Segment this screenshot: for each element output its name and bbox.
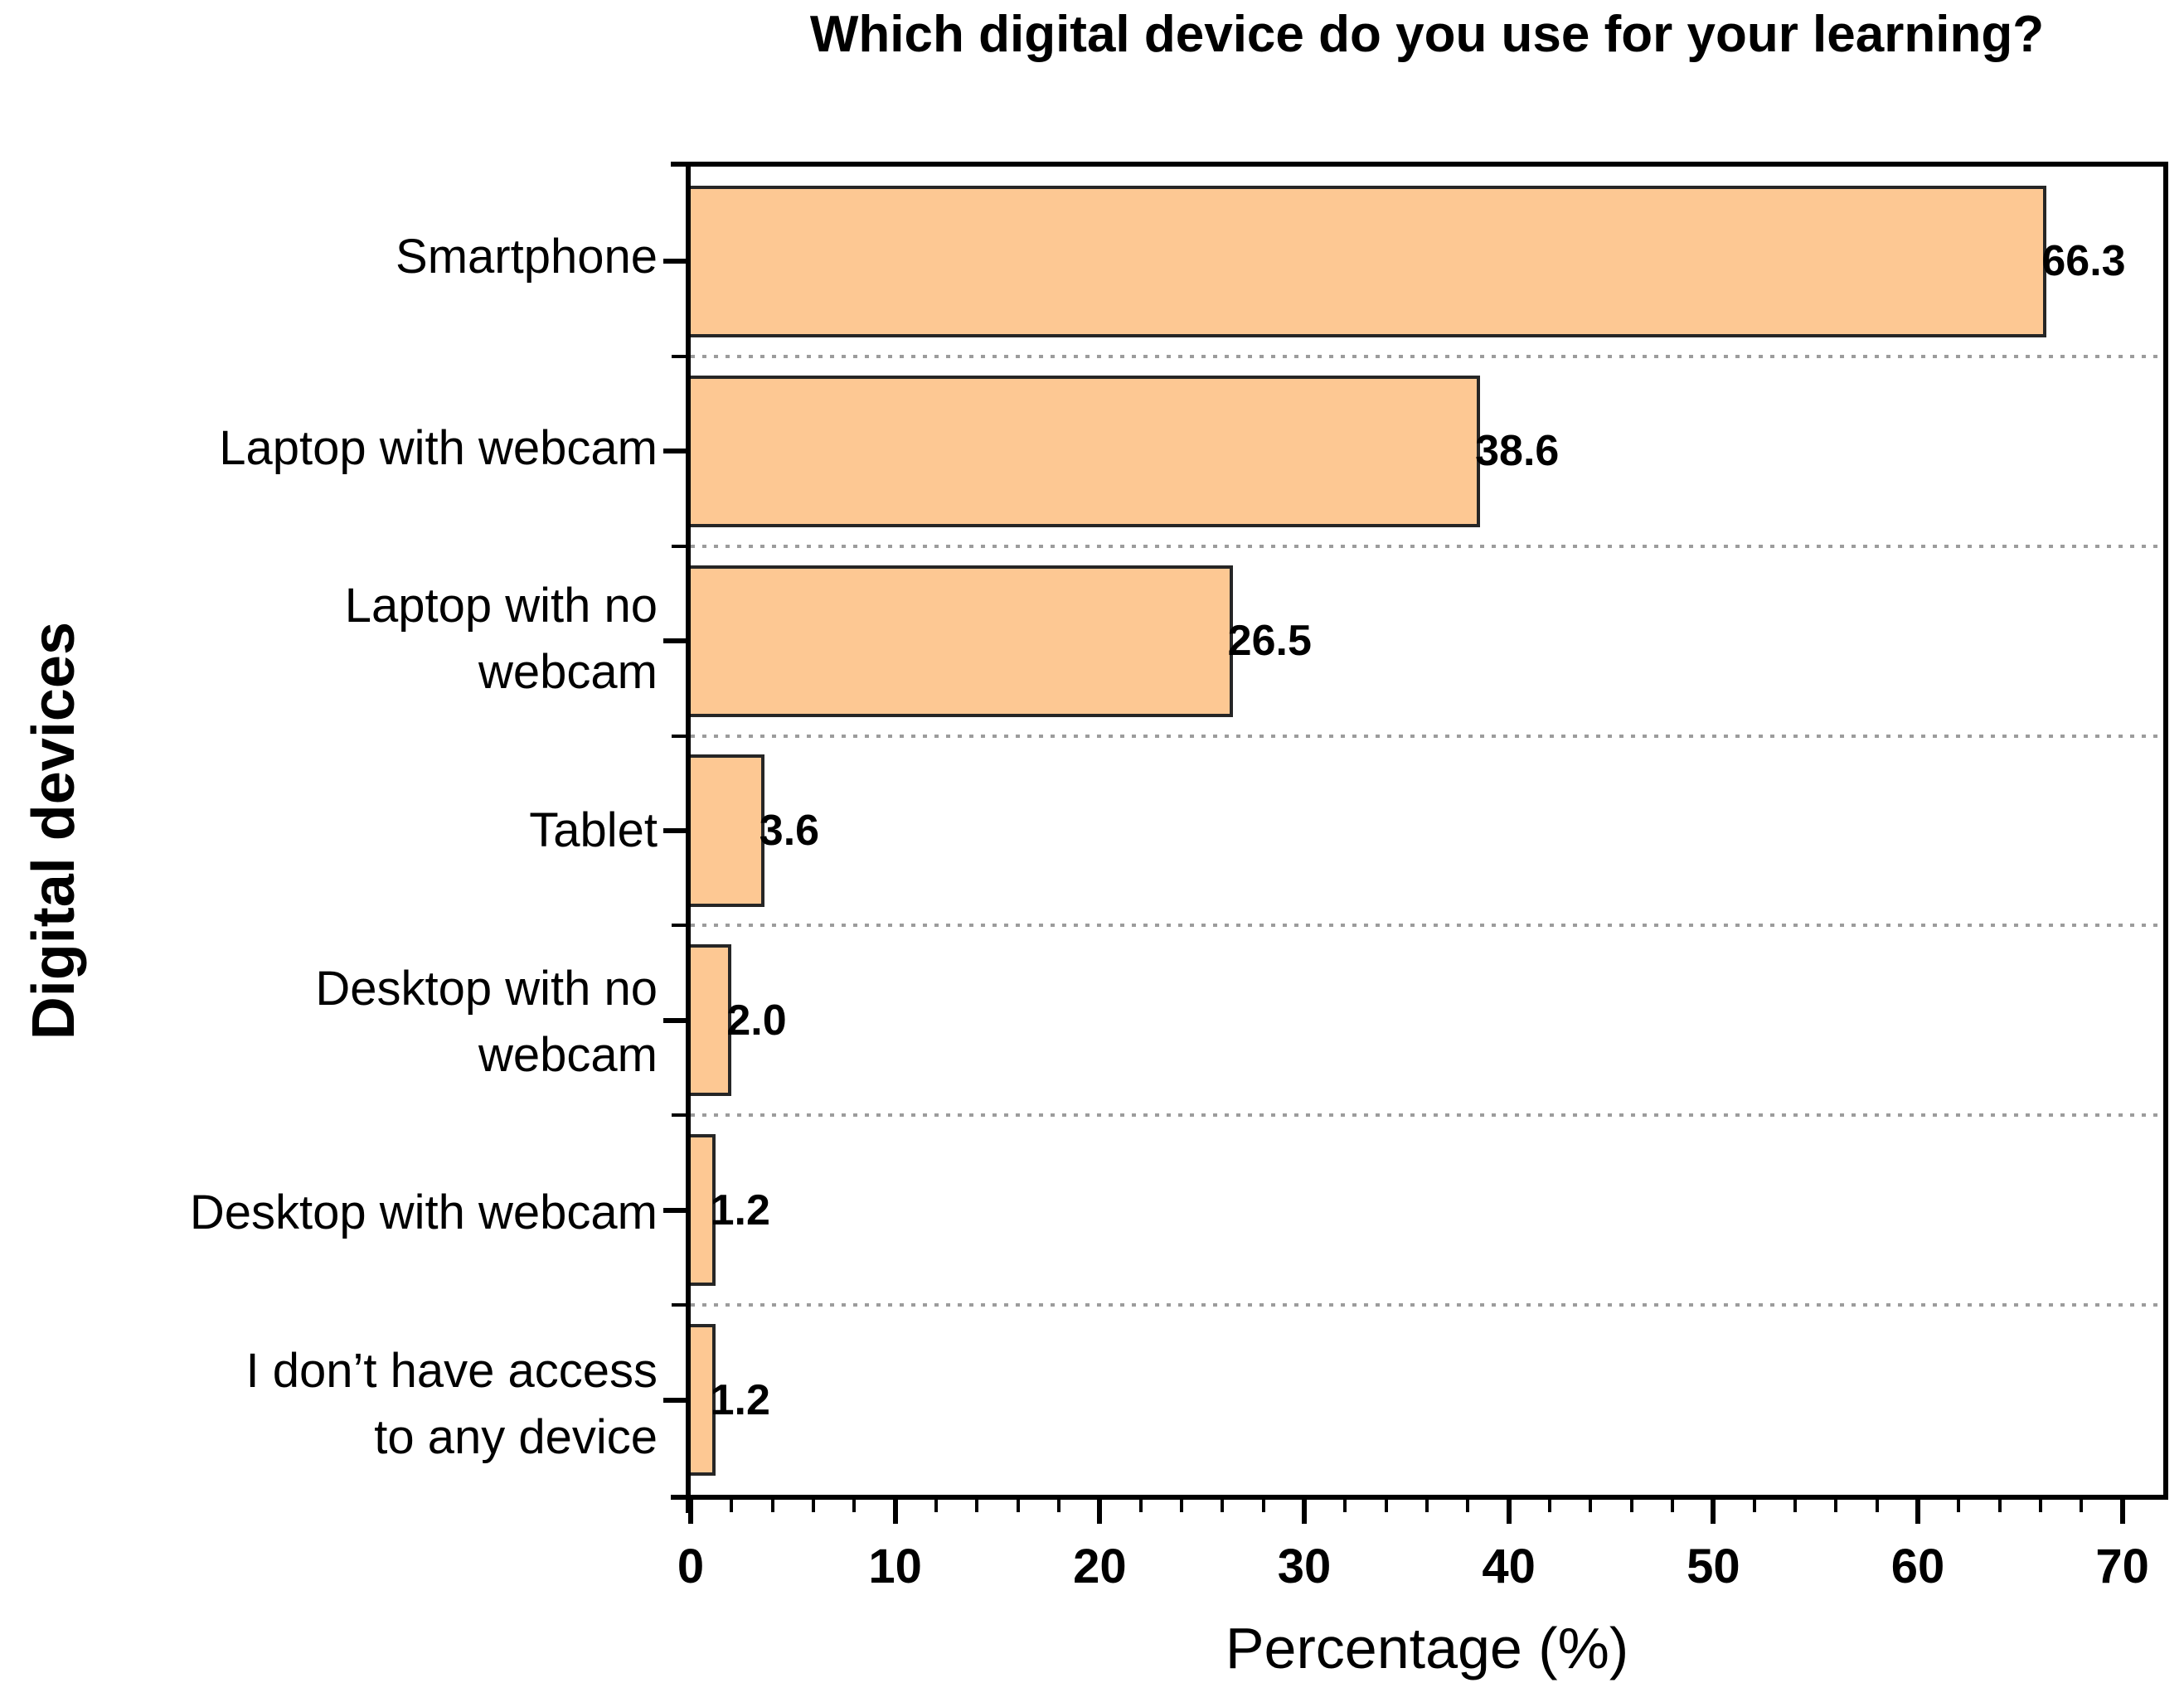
x-axis-major-tick <box>892 1495 898 1524</box>
x-axis-minor-tick <box>1057 1495 1060 1512</box>
x-axis-minor-tick <box>1548 1495 1551 1512</box>
gridline <box>691 544 2163 548</box>
y-axis-minor-tick <box>672 1303 686 1307</box>
category-label: Smartphone <box>396 230 658 284</box>
bar <box>691 944 732 1097</box>
bar <box>691 1134 716 1287</box>
y-axis-major-tick <box>663 1017 687 1023</box>
x-axis-tick-label: 40 <box>1482 1540 1536 1593</box>
gridline <box>691 1113 2163 1118</box>
y-axis-major-tick <box>663 1207 687 1213</box>
category-label: Tablet <box>529 803 658 857</box>
x-axis-tick-labels: 0 10 20 30 40 50 60 70 <box>677 1539 2163 1605</box>
x-axis-minor-tick <box>1261 1495 1265 1512</box>
plot-area: 66.3 38.6 26.5 3.6 2.0 1.2 1.2 <box>663 162 2168 1524</box>
gridline <box>691 354 2163 358</box>
x-axis-minor-tick <box>1875 1495 1879 1512</box>
x-axis-tick-label: 50 <box>1687 1540 1740 1593</box>
x-axis-tick-label: 20 <box>1073 1540 1127 1593</box>
x-axis-minor-tick <box>1221 1495 1225 1512</box>
x-axis-title: Percentage (%) <box>1225 1616 1629 1680</box>
chart-title: Which digital device do you use for your… <box>809 6 2045 63</box>
gridline <box>691 1303 2163 1307</box>
y-axis-title: Digital devices <box>8 162 99 1500</box>
x-axis-major-tick <box>1506 1495 1512 1524</box>
bar-value-label: 1.2 <box>710 1186 770 1234</box>
y-axis-major-tick <box>663 1397 687 1403</box>
x-axis-minor-tick <box>1997 1495 2002 1512</box>
x-axis-major-tick <box>688 1495 693 1524</box>
bar <box>691 185 2047 337</box>
x-axis-minor-tick <box>1343 1495 1347 1512</box>
category-label: Desktop with webcam <box>189 1186 658 1240</box>
y-axis-title-text: Digital devices <box>21 621 87 1040</box>
gridline <box>691 924 2163 928</box>
x-axis-minor-tick <box>730 1495 734 1512</box>
y-axis-major-tick <box>663 449 687 454</box>
category-label: Laptop with webcam <box>219 420 658 475</box>
bar-value-label: 1.2 <box>710 1375 770 1424</box>
x-axis-minor-tick <box>2039 1495 2042 1512</box>
x-axis-minor-tick <box>811 1495 815 1512</box>
x-axis-tick-label: 70 <box>2095 1540 2149 1593</box>
x-axis-minor-tick <box>1629 1495 1633 1512</box>
x-axis-tick-label: 60 <box>1890 1540 1945 1593</box>
bar-value-label: 38.6 <box>1475 427 1560 476</box>
frame-stub-bottom-left <box>671 1495 687 1500</box>
x-axis-tick-label: 30 <box>1277 1540 1332 1593</box>
x-axis-minor-tick <box>934 1495 938 1512</box>
category-label: I don’t have access to any device <box>245 1343 658 1464</box>
x-axis-major-tick <box>2119 1495 2125 1524</box>
y-axis-minor-tick <box>672 354 686 358</box>
category-label: Desktop with no webcam <box>315 961 658 1082</box>
x-axis-major-tick <box>1711 1495 1716 1524</box>
x-axis-minor-tick <box>975 1495 979 1512</box>
x-axis-minor-tick <box>1834 1495 1838 1512</box>
x-axis-tick-label: 10 <box>868 1540 922 1593</box>
bar <box>691 375 1481 527</box>
x-axis-minor-tick <box>1793 1495 1797 1512</box>
bar-value-label: 66.3 <box>2041 237 2126 286</box>
x-axis-minor-tick <box>852 1495 857 1512</box>
x-axis-major-tick <box>1097 1495 1103 1524</box>
frame-stub-top-left <box>671 162 687 167</box>
y-axis-minor-tick <box>672 924 686 928</box>
bar <box>691 565 1233 717</box>
bar <box>691 754 764 907</box>
x-axis-major-tick <box>1915 1495 1920 1524</box>
x-axis-minor-tick <box>1384 1495 1388 1512</box>
bar <box>691 1324 716 1477</box>
x-axis-major-tick <box>1302 1495 1307 1524</box>
category-labels: Smartphone Laptop with webcam Laptop with … <box>99 162 658 1500</box>
gridline <box>691 734 2163 738</box>
y-axis-minor-tick <box>672 544 686 548</box>
x-axis-minor-tick <box>1179 1495 1183 1512</box>
x-axis-minor-tick <box>1957 1495 1961 1512</box>
x-axis-minor-tick <box>1466 1495 1470 1512</box>
x-axis-minor-tick <box>1425 1495 1429 1512</box>
y-axis-major-tick <box>663 638 687 644</box>
bar-value-label: 26.5 <box>1227 617 1312 666</box>
y-axis-major-tick <box>663 828 687 833</box>
y-axis-major-tick <box>663 259 687 264</box>
x-axis-minor-tick <box>1752 1495 1756 1512</box>
bar-value-label: 2.0 <box>726 996 787 1045</box>
x-axis-minor-tick <box>1016 1495 1020 1512</box>
x-axis-minor-tick <box>2080 1495 2084 1512</box>
x-axis-minor-tick <box>770 1495 774 1512</box>
category-label: Laptop with no webcam <box>344 579 658 700</box>
x-axis-minor-tick <box>1138 1495 1143 1512</box>
y-axis-minor-tick <box>672 734 686 738</box>
bar-value-label: 3.6 <box>759 807 820 855</box>
y-axis-minor-tick <box>672 1113 686 1118</box>
x-axis-minor-tick <box>1670 1495 1674 1512</box>
x-axis-tick-label: 0 <box>677 1540 705 1593</box>
x-axis-minor-tick <box>1589 1495 1593 1512</box>
